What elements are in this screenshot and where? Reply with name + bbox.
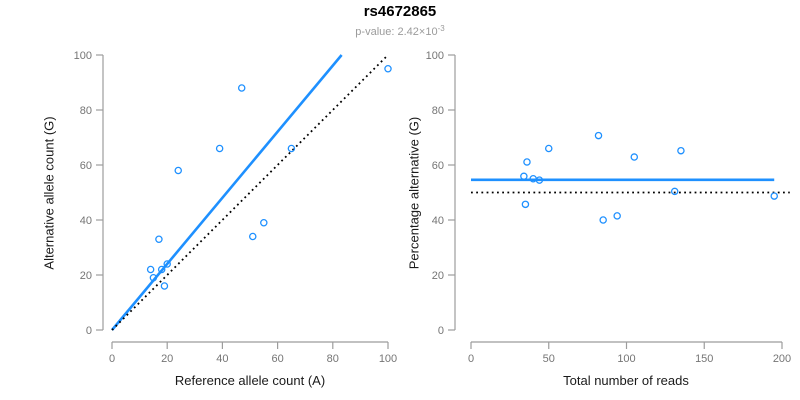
left-y-axis-title: Alternative allele count (G) <box>41 116 57 270</box>
data-point <box>770 192 778 200</box>
data-point <box>287 144 296 153</box>
y-tick-label: 100 <box>426 50 444 62</box>
x-tick-label: 80 <box>327 353 339 365</box>
y-tick-label: 40 <box>80 215 92 227</box>
y-tick-label: 60 <box>432 160 444 172</box>
data-point <box>613 212 621 220</box>
data-point <box>521 200 530 209</box>
data-point <box>149 273 158 282</box>
x-tick-label: 60 <box>271 353 283 365</box>
x-tick-label: 50 <box>543 353 555 365</box>
data-point <box>215 144 224 153</box>
data-point <box>157 265 166 274</box>
p-value-text: p-value: 2.42×10 <box>355 26 438 38</box>
x-tick-label: 40 <box>216 353 228 365</box>
data-point <box>523 158 531 166</box>
x-tick-label: 0 <box>468 353 474 365</box>
data-point <box>146 265 155 274</box>
data-point <box>384 65 392 73</box>
data-point <box>249 232 257 241</box>
y-tick-label: 60 <box>80 160 92 172</box>
data-point <box>594 131 603 140</box>
right-y-axis-title: Percentage alternative (G) <box>406 116 422 270</box>
identity-line <box>111 54 389 331</box>
p-value-exponent: -3 <box>437 24 445 33</box>
y-tick-label: 20 <box>80 270 92 282</box>
data-point <box>237 84 246 92</box>
data-point <box>260 218 268 227</box>
data-point <box>520 172 528 181</box>
y-tick-label: 40 <box>432 215 444 227</box>
y-tick-label: 100 <box>74 50 92 62</box>
x-tick-label: 150 <box>695 353 713 365</box>
figure-title: rs4672865 <box>363 3 437 20</box>
right-x-axis-title: Total number of reads <box>563 373 689 388</box>
data-point <box>160 282 169 290</box>
data-point <box>677 146 685 155</box>
y-tick-label: 0 <box>438 325 444 337</box>
data-point <box>155 235 163 243</box>
x-tick-label: 100 <box>379 353 397 365</box>
p-value-label: p-value: 2.42×10-3 <box>0 24 800 38</box>
y-tick-label: 20 <box>432 270 444 282</box>
fitted-ratio-line <box>111 54 343 331</box>
y-tick-label: 80 <box>80 105 92 117</box>
x-tick-label: 20 <box>161 353 173 365</box>
data-point <box>599 216 607 224</box>
data-point <box>535 176 544 184</box>
y-tick-label: 80 <box>432 105 444 117</box>
data-point <box>545 144 553 153</box>
x-tick-label: 200 <box>773 353 791 365</box>
left-x-axis-title: Reference allele count (A) <box>174 373 326 388</box>
data-point <box>163 260 171 268</box>
data-point <box>670 187 679 196</box>
data-point <box>174 166 182 175</box>
x-tick-label: 100 <box>617 353 635 365</box>
data-point <box>630 153 639 161</box>
y-tick-label: 0 <box>86 325 92 337</box>
x-tick-label: 0 <box>109 353 115 365</box>
